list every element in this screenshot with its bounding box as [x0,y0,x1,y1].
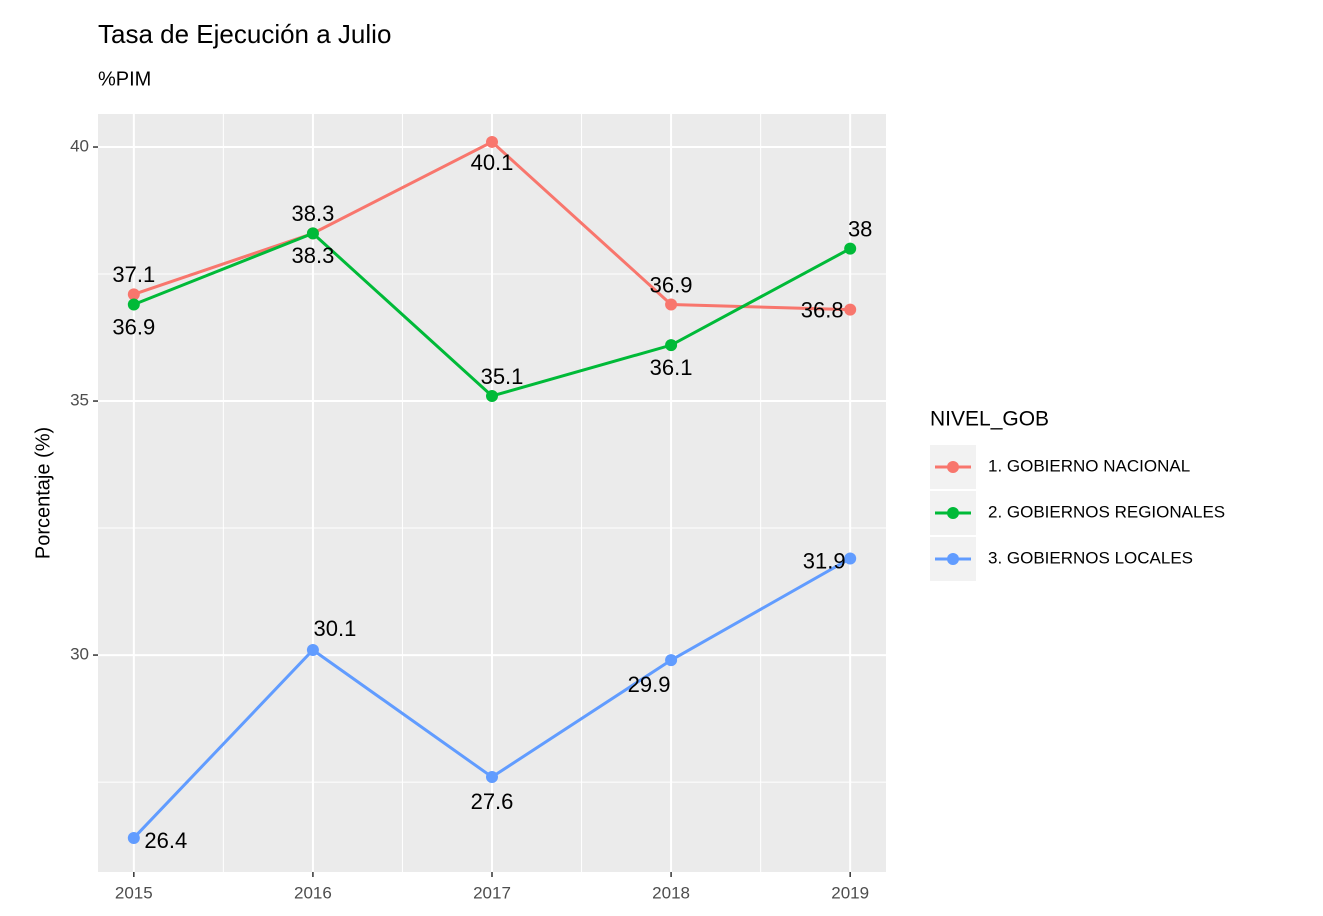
data-label: 29.9 [628,672,671,697]
y-tick-label: 30 [70,645,89,664]
point [127,831,140,844]
legend-key-point [947,553,959,565]
data-label: 38.3 [291,243,334,268]
point [844,242,857,255]
x-tick-label: 2018 [652,883,690,902]
data-label: 37.1 [112,262,155,287]
data-label: 40.1 [471,150,514,175]
legend-label: 3. GOBIERNOS LOCALES [988,548,1193,567]
data-label: 31.9 [803,548,846,573]
x-tick-label: 2017 [473,883,511,902]
data-label: 36.1 [650,355,693,380]
data-label: 36.9 [112,314,155,339]
legend-label: 2. GOBIERNOS REGIONALES [988,502,1225,521]
data-label: 35.1 [481,364,524,389]
data-label: 27.6 [471,789,514,814]
data-label: 38.3 [291,201,334,226]
point [306,643,319,656]
point [665,339,678,352]
legend-key-point [947,461,959,473]
point [665,654,678,667]
chart-subtitle: %PIM [98,68,151,90]
x-tick-label: 2019 [831,883,869,902]
point [306,227,319,240]
point [844,303,857,316]
point [486,135,498,148]
point [486,389,498,402]
data-label: 30.1 [313,616,356,641]
y-tick-label: 40 [70,137,89,156]
y-tick-label: 35 [70,391,89,410]
x-tick-label: 2016 [294,883,332,902]
point [127,298,140,311]
data-label: 26.4 [144,828,187,853]
data-label: 38 [848,216,872,241]
y-axis-label: Porcentaje (%) [32,427,54,559]
point [486,770,498,783]
data-label: 36.8 [801,297,844,322]
legend-label: 1. GOBIERNO NACIONAL [988,456,1190,475]
chart-title: Tasa de Ejecución a Julio [98,19,391,49]
legend-key-point [947,507,959,519]
point [665,298,678,311]
legend-title: NIVEL_GOB [930,408,1049,431]
data-label: 36.9 [650,272,693,297]
point [127,288,140,301]
x-tick-label: 2015 [115,883,153,902]
point [844,552,857,565]
